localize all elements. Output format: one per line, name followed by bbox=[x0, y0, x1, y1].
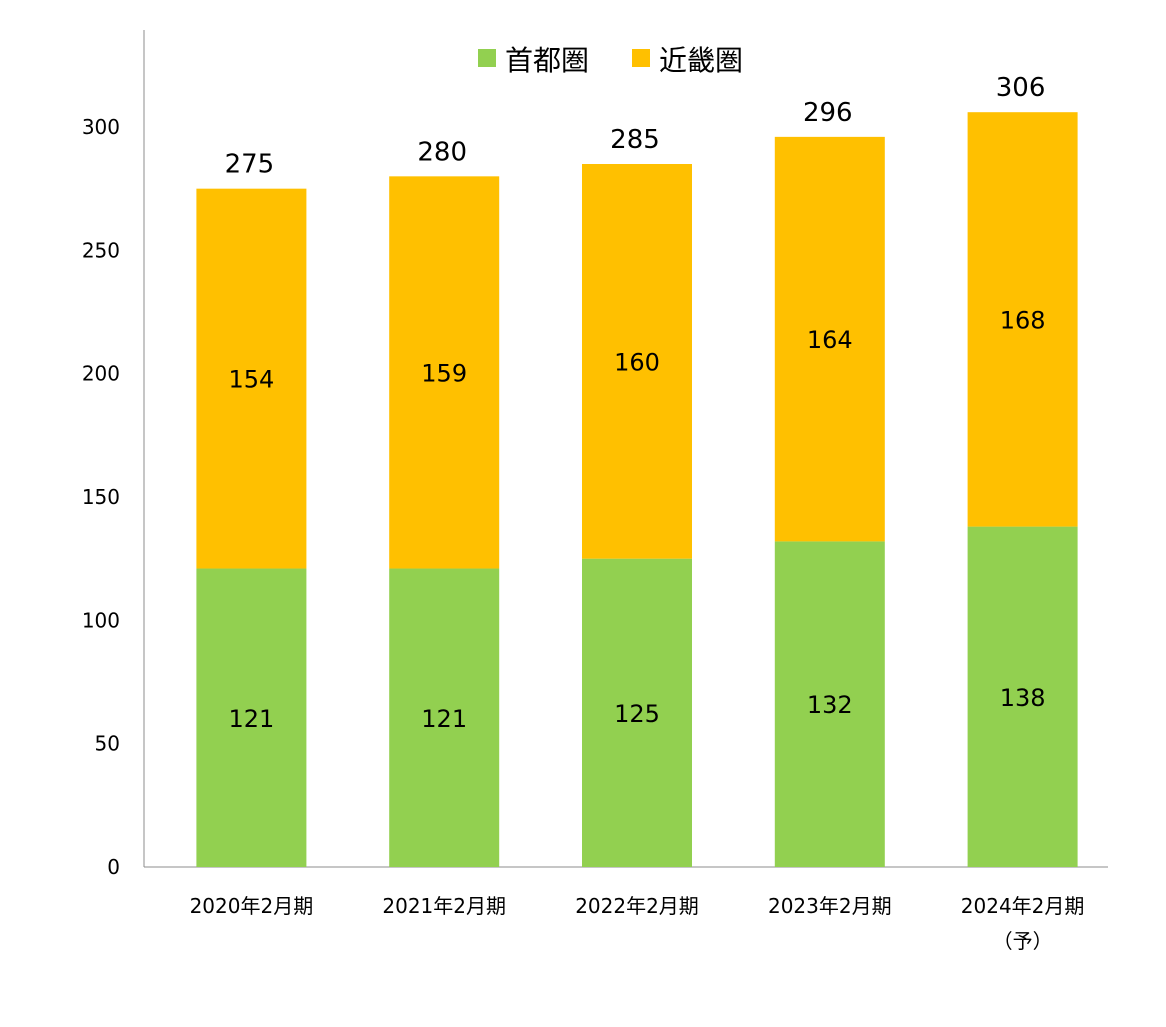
y-tick-label: 200 bbox=[82, 362, 120, 386]
segment-value-label: 159 bbox=[421, 359, 467, 387]
bar-stack: 132 164 296 bbox=[774, 98, 885, 867]
x-category-label: 2020年2月期 bbox=[190, 894, 314, 918]
bars: 1211542751211592801251602851321642961381… bbox=[196, 73, 1078, 867]
segment-value-label: 121 bbox=[228, 705, 274, 733]
legend-label: 近畿圏 bbox=[659, 44, 743, 77]
bar-segment-shutoken bbox=[582, 558, 692, 867]
y-tick-label: 0 bbox=[107, 855, 120, 879]
legend: 首都圏 近畿圏 bbox=[478, 44, 743, 77]
x-category-label: 2022年2月期 bbox=[575, 894, 699, 918]
total-value-label: 306 bbox=[996, 73, 1046, 103]
segment-value-label: 121 bbox=[421, 705, 467, 733]
segment-value-label: 132 bbox=[807, 691, 853, 719]
bar-segment-shutoken bbox=[967, 526, 1078, 867]
segment-value-label: 164 bbox=[807, 326, 853, 354]
y-tick-label: 100 bbox=[82, 608, 120, 632]
bar-stack: 121 154 275 bbox=[196, 150, 307, 867]
bar-segment-shutoken bbox=[389, 568, 500, 867]
x-category-label: 2023年2月期 bbox=[768, 894, 892, 918]
legend-item: 近畿圏 bbox=[632, 44, 743, 77]
y-tick-label: 250 bbox=[82, 238, 120, 262]
y-tick-label: 50 bbox=[95, 732, 120, 756]
segment-value-label: 138 bbox=[1000, 684, 1046, 712]
total-value-label: 296 bbox=[803, 98, 853, 128]
bar-stack: 125 160 285 bbox=[582, 125, 692, 867]
y-tick-label: 300 bbox=[82, 115, 120, 139]
bar-segment-shutoken bbox=[196, 568, 307, 867]
bar-segment-shutoken bbox=[774, 541, 885, 867]
total-value-label: 280 bbox=[417, 137, 467, 167]
total-value-label: 285 bbox=[610, 125, 660, 155]
legend-label: 首都圏 bbox=[505, 44, 589, 77]
y-axis: 0 50 100 150 200 250 300 bbox=[82, 30, 145, 879]
segment-value-label: 125 bbox=[614, 700, 660, 728]
legend-swatch bbox=[632, 49, 650, 67]
segment-value-label: 168 bbox=[1000, 306, 1046, 334]
bar-segment-kinki bbox=[774, 136, 885, 542]
legend-swatch bbox=[478, 49, 496, 67]
segment-value-label: 160 bbox=[614, 348, 660, 376]
segment-value-label: 154 bbox=[228, 366, 274, 394]
legend-item: 首都圏 bbox=[478, 44, 589, 77]
bar-stack: 121 159 280 bbox=[389, 137, 500, 867]
x-category-label: 2024年2月期 bbox=[961, 894, 1085, 918]
x-category-label: 2021年2月期 bbox=[382, 894, 506, 918]
x-category-label: （予） bbox=[993, 929, 1053, 953]
y-tick-label: 150 bbox=[82, 485, 120, 509]
bar-segment-kinki bbox=[967, 112, 1078, 527]
x-axis: 2020年2月期 2021年2月期 2022年2月期 2023年2月期 2024年2月期… bbox=[144, 866, 1108, 953]
bar-segment-kinki bbox=[582, 164, 692, 559]
total-value-label: 275 bbox=[225, 150, 275, 180]
bar-segment-kinki bbox=[389, 176, 500, 569]
bar-stack: 138 168 306 bbox=[967, 73, 1078, 867]
bar-segment-kinki bbox=[196, 188, 307, 569]
